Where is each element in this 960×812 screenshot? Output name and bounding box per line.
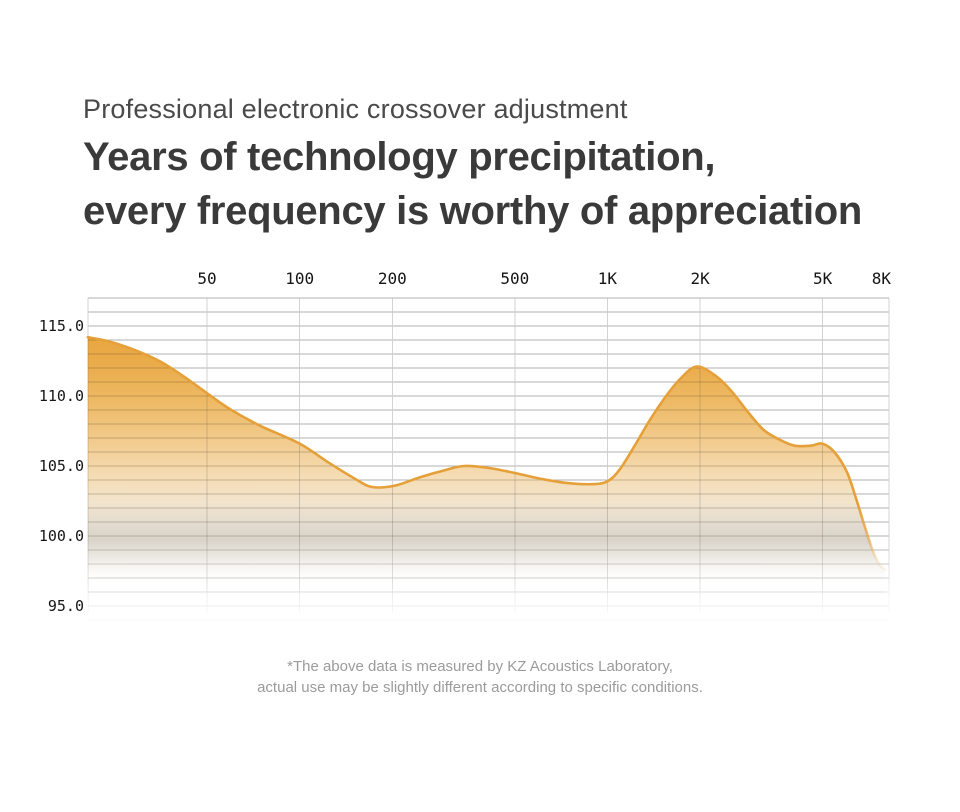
x-axis-labels: 50 100 200 500 1K 2K 5K 8K [197,269,891,288]
x-tick-label: 1K [598,269,618,288]
footnote: *The above data is measured by KZ Acoust… [0,656,960,698]
title-line-2: every frequency is worthy of appreciatio… [83,189,863,233]
x-tick-label: 200 [378,269,407,288]
y-tick-label: 110.0 [39,387,84,405]
footnote-line-2: actual use may be slightly different acc… [257,679,703,696]
x-tick-label: 500 [500,269,529,288]
y-axis-labels: 115.0 110.0 105.0 100.0 95.0 [39,317,84,615]
page-title: Years of technology precipitation, every… [83,130,862,238]
bottom-fade [86,540,899,640]
x-tick-label: 2K [690,269,710,288]
x-tick-label: 50 [197,269,216,288]
subtitle: Professional electronic crossover adjust… [83,94,628,124]
title-line-1: Years of technology precipitation, [83,135,716,179]
footnote-line-1: *The above data is measured by KZ Acoust… [287,658,673,675]
y-tick-label: 115.0 [39,317,84,335]
x-tick-label: 8K [872,269,892,288]
y-tick-label: 95.0 [48,597,84,615]
y-tick-label: 105.0 [39,457,84,475]
x-tick-label: 100 [285,269,314,288]
response-curve [86,335,887,571]
x-tick-label: 5K [813,269,833,288]
y-tick-label: 100.0 [39,527,84,545]
